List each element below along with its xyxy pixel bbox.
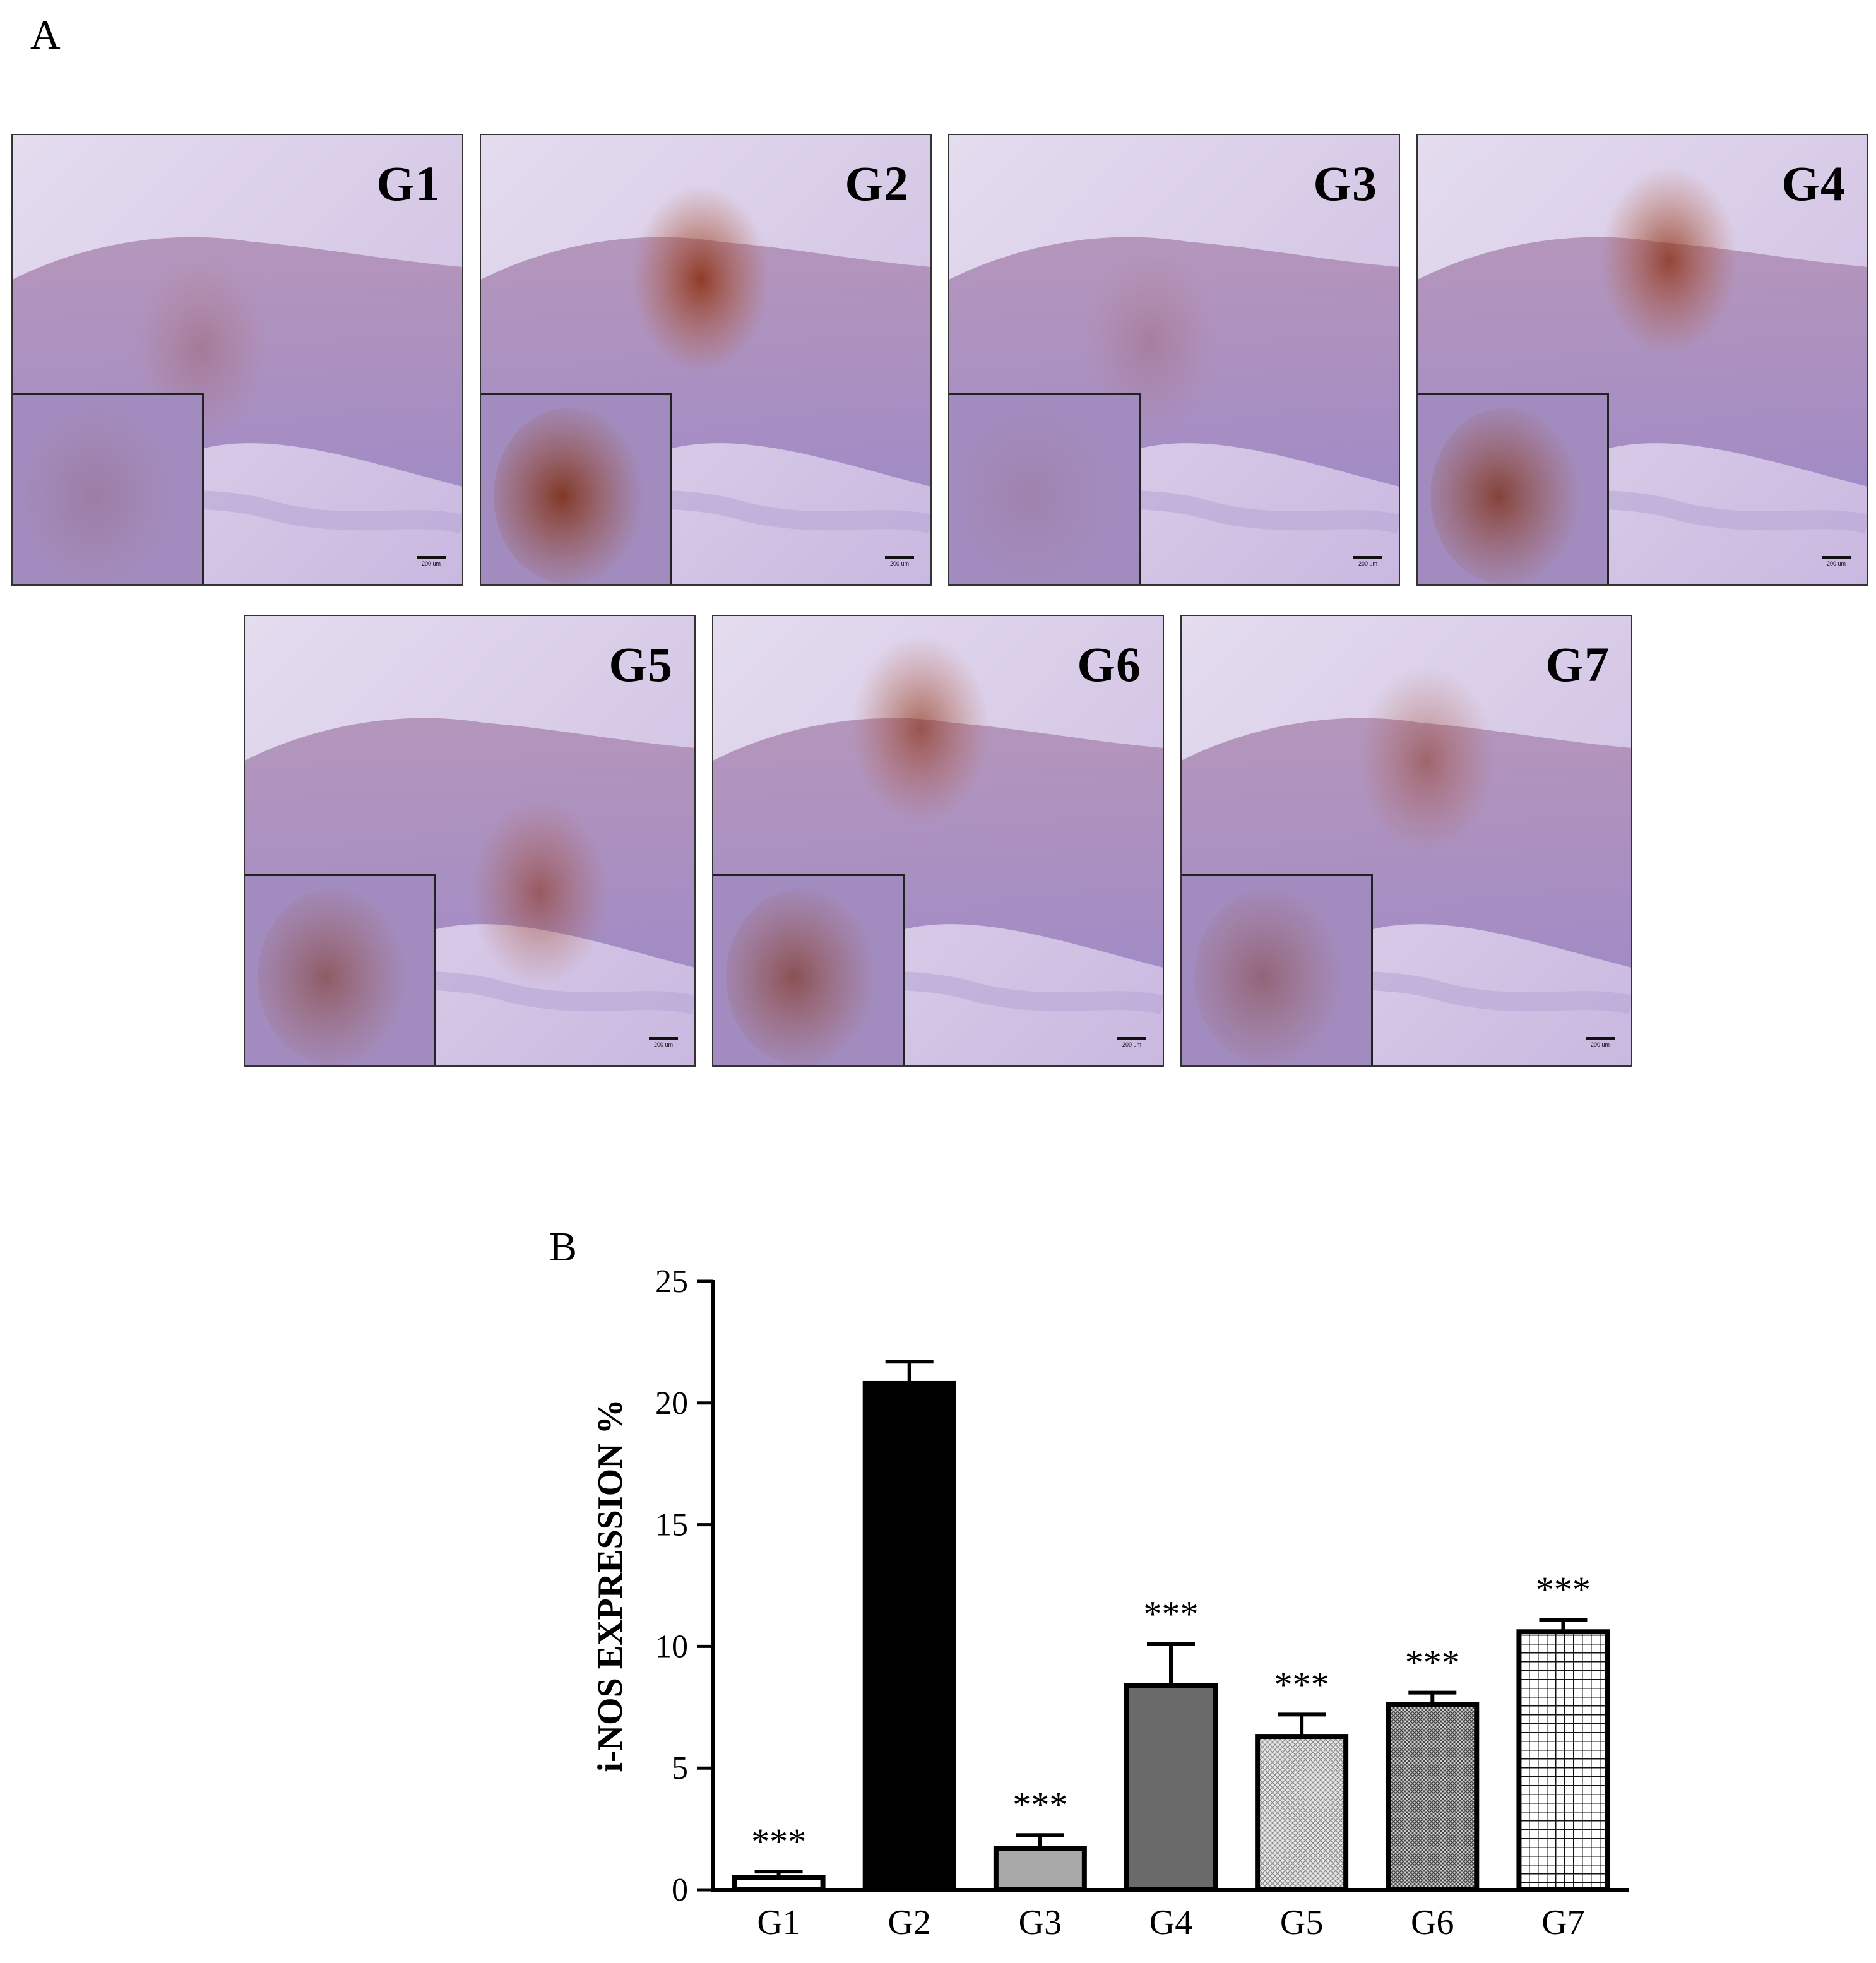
y-tick-label: 15: [655, 1507, 688, 1543]
magnified-inset: [1418, 393, 1609, 584]
micrograph-g7: G7 200 um: [1180, 615, 1632, 1067]
panel-a-letter: A: [30, 12, 61, 58]
scale-bar-text: 200 um: [1590, 1041, 1610, 1048]
micrograph-g4: G4 200 um: [1416, 134, 1868, 586]
magnified-inset: [1182, 874, 1373, 1065]
group-label: G7: [1545, 637, 1610, 692]
magnified-inset: [949, 393, 1141, 584]
scale-bar: 200 um: [1822, 556, 1851, 567]
y-tick-label: 10: [655, 1628, 688, 1664]
magnified-inset: [713, 874, 905, 1065]
x-tick-label: G2: [888, 1903, 930, 1942]
scale-bar-text: 200 um: [653, 1041, 674, 1048]
group-label: G1: [376, 156, 441, 211]
scale-bar: 200 um: [649, 1037, 678, 1048]
x-tick-label: G5: [1280, 1903, 1323, 1942]
micrograph-g2: G2 200 um: [480, 134, 932, 586]
magnified-inset: [481, 393, 672, 584]
y-tick-label: 0: [672, 1872, 688, 1908]
significance-label: ***: [1274, 1664, 1329, 1705]
magnified-inset: [13, 393, 204, 584]
scale-bar: 200 um: [1117, 1037, 1146, 1048]
group-label: G4: [1781, 156, 1846, 211]
group-label: G2: [845, 156, 909, 211]
panel-b-letter: B: [549, 1224, 578, 1270]
magnified-inset: [245, 874, 436, 1065]
micrograph-g3: G3 200 um: [948, 134, 1400, 586]
significance-label: ***: [1405, 1642, 1460, 1683]
x-tick-label: G3: [1019, 1903, 1062, 1942]
scale-bar-text: 200 um: [1122, 1041, 1142, 1048]
group-label: G5: [609, 637, 673, 692]
x-tick-label: G1: [757, 1903, 800, 1942]
significance-label: ***: [1144, 1594, 1199, 1635]
bar-g6: [1386, 1702, 1480, 1893]
scale-bar: 200 um: [885, 556, 914, 567]
scale-bar: 200 um: [417, 556, 446, 567]
scale-bar-text: 200 um: [421, 560, 441, 567]
scale-bar: 200 um: [1586, 1037, 1615, 1048]
significance-label: ***: [751, 1821, 806, 1862]
scale-bar-text: 200 um: [1826, 560, 1846, 567]
y-tick-label: 25: [655, 1264, 688, 1300]
y-tick-label: 5: [672, 1750, 688, 1786]
bar-g3: [993, 1846, 1087, 1892]
scale-bar-text: 200 um: [1358, 560, 1378, 567]
x-tick-label: G4: [1149, 1903, 1192, 1942]
micrograph-g6: G6 200 um: [712, 615, 1164, 1067]
micrograph-g1: G1 200 um: [11, 134, 463, 586]
significance-label: ***: [1012, 1784, 1067, 1825]
bar-g5: [1255, 1734, 1349, 1893]
x-tick-label: G7: [1541, 1903, 1584, 1942]
y-tick-label: 20: [655, 1385, 688, 1421]
bar-g4: [1124, 1683, 1218, 1892]
bar-g7: [1516, 1629, 1610, 1892]
group-label: G6: [1077, 637, 1141, 692]
significance-label: ***: [1536, 1569, 1591, 1610]
bar-g1: [732, 1875, 826, 1892]
x-tick-label: G6: [1411, 1903, 1454, 1942]
scale-bar: 200 um: [1353, 556, 1382, 567]
group-label: G3: [1313, 156, 1377, 211]
bar-g2: [862, 1380, 956, 1892]
micrograph-g5: G5 200 um: [244, 615, 696, 1067]
scale-bar-text: 200 um: [889, 560, 910, 567]
y-axis-label: i-NOS EXPRESSION %: [591, 1399, 630, 1772]
